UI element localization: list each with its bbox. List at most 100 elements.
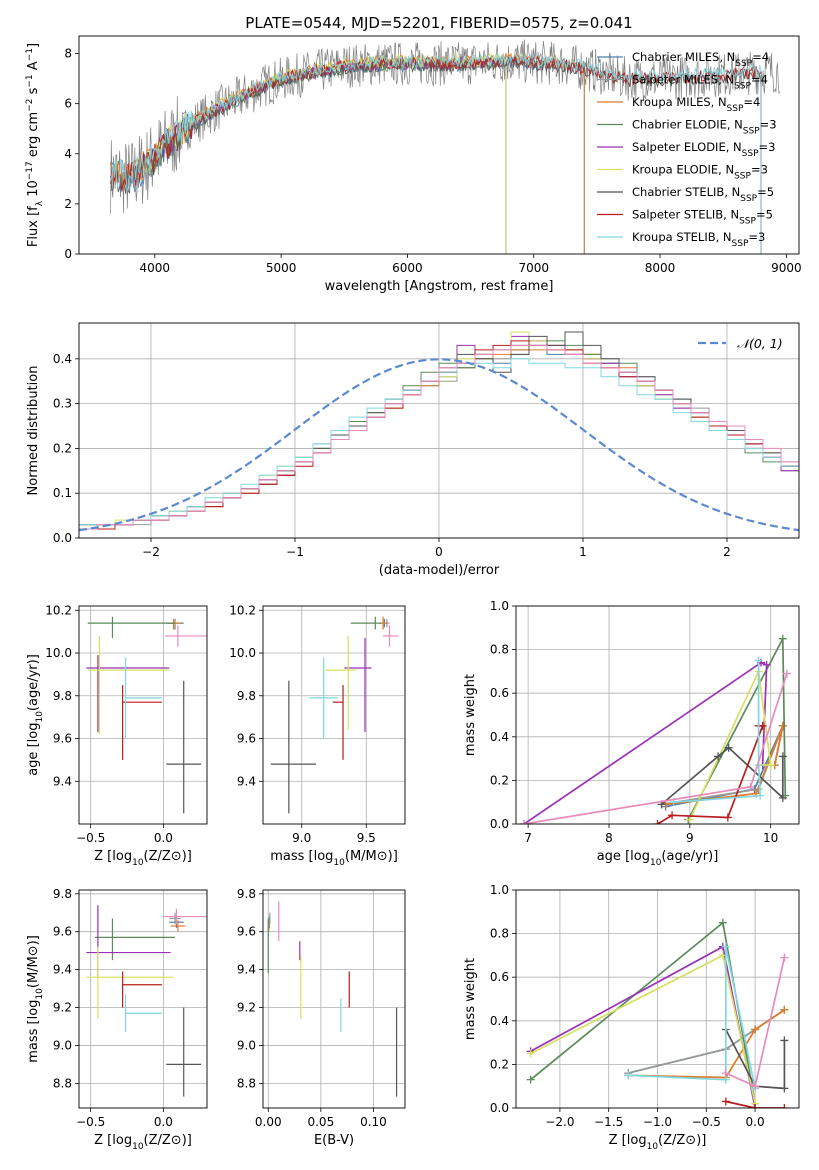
label-fragment: Chabrier STELIB, N <box>632 185 740 199</box>
weight-point-marker <box>751 1025 760 1034</box>
x-tick-label: −1 <box>286 545 304 559</box>
label-fragment: 10 <box>650 858 662 868</box>
label-fragment: (Z/Z⊙)] <box>658 1133 706 1148</box>
y-tick-label: 8.8 <box>53 1076 72 1090</box>
y-tick-label: 1.0 <box>490 883 509 897</box>
y-tick-label: 9.4 <box>237 963 256 977</box>
label-fragment: SSP <box>735 59 752 69</box>
y-tick-label: 9.2 <box>53 1001 72 1015</box>
errorbar-point <box>163 908 207 925</box>
errorbar-point <box>95 918 175 961</box>
histogram-series <box>79 358 799 526</box>
y-tick-label: 0.4 <box>490 1014 509 1028</box>
x-axis-label: Z [log10(Z/Z⊙)] <box>94 1133 192 1152</box>
label-fragment: Z [ <box>94 849 112 864</box>
plot-area <box>526 918 789 1108</box>
weight-point-marker <box>780 953 789 962</box>
y-tick-label: 9.6 <box>237 732 256 746</box>
errorbar-point <box>166 680 202 814</box>
weight-point-marker <box>520 820 529 824</box>
label-fragment: A <box>26 61 41 74</box>
x-tick-label: 0.0 <box>154 1115 173 1129</box>
label-fragment: wavelength [Angstrom, rest frame] <box>325 279 554 294</box>
y-tick-label: 0.2 <box>490 1057 509 1071</box>
label-fragment: erg cm <box>26 112 41 161</box>
y-tick-label: 1.0 <box>490 599 509 613</box>
x-tick-label: 0 <box>435 545 443 559</box>
label-fragment: ] <box>26 43 41 48</box>
y-tick-label: 9.4 <box>53 774 72 788</box>
label-fragment: Salpeter MILES, N <box>632 73 734 87</box>
y-tick-label: 9.8 <box>53 887 72 901</box>
x-tick-label: −1.0 <box>643 1115 672 1129</box>
axes-frame <box>515 605 800 825</box>
y-tick-label: 6 <box>64 97 72 111</box>
model-spectrum-line <box>141 57 507 254</box>
label-fragment: SSP <box>727 104 744 114</box>
x-axis-label: wavelength [Angstrom, rest frame] <box>325 279 554 294</box>
weight-point-marker <box>766 761 775 770</box>
label-fragment: (M/M⊙)] <box>26 935 41 988</box>
histogram-series <box>79 331 799 526</box>
weight-point-marker <box>780 1005 789 1014</box>
x-tick-label: 0.10 <box>360 1115 387 1129</box>
x-tick-label: 4000 <box>140 261 171 275</box>
weight-point-marker <box>778 752 787 761</box>
x-tick-label: 9000 <box>771 261 802 275</box>
weight-series-line <box>689 668 772 820</box>
errorbar-point <box>344 638 372 733</box>
label-fragment: =3 <box>751 163 768 177</box>
y-tick-label: 2 <box>64 197 72 211</box>
y-axis-label: mass weight <box>463 674 478 756</box>
x-tick-label: 7000 <box>518 261 549 275</box>
weight-point-marker <box>778 721 787 730</box>
x-tick-label: 9.5 <box>357 831 376 845</box>
weight-point-marker <box>780 1104 789 1108</box>
y-tick-label: 0.0 <box>490 1101 509 1115</box>
x-tick-label: 1 <box>579 545 587 559</box>
label-fragment: Normed distribution <box>26 366 41 496</box>
model-spectrum-line <box>110 54 585 254</box>
label-fragment: SSP <box>739 217 756 227</box>
weight-point-marker <box>624 1071 633 1080</box>
label-fragment: log <box>627 1133 647 1148</box>
x-axis-label: mass [log10(M/M⊙)] <box>270 849 398 868</box>
weight-series-line <box>628 946 756 1089</box>
label-fragment: mass [ <box>26 1019 41 1062</box>
figure-title: PLATE=0544, MJD=52201, FIBERID=0575, z=0… <box>245 14 632 32</box>
y-tick-label: 9.6 <box>53 732 72 746</box>
y-tick-label: 0.6 <box>490 686 509 700</box>
axes-frame <box>78 605 208 825</box>
x-tick-label: 9.0 <box>292 831 311 845</box>
label-fragment: 10 <box>647 1142 659 1152</box>
histogram-series <box>79 340 799 530</box>
legend-entry: Kroupa ELODIE, NSSP=3 <box>632 163 768 182</box>
label-fragment: mass weight <box>463 958 478 1040</box>
weight-series-line <box>530 954 756 1104</box>
x-tick-label: −0.5 <box>692 1115 721 1129</box>
label-fragment: E(B-V) <box>314 1133 354 1148</box>
label-fragment: =3 <box>759 140 776 154</box>
histogram-series <box>79 344 799 530</box>
label-fragment: mass weight <box>463 674 478 756</box>
histogram-series <box>79 344 799 530</box>
weight-point-marker <box>714 752 723 761</box>
axes-frame <box>78 322 800 539</box>
weight-point-marker <box>685 815 694 824</box>
errorbar-point <box>169 912 181 925</box>
errorbar-point <box>309 657 338 739</box>
label-fragment: (Z/Z⊙)] <box>144 1133 192 1148</box>
label-fragment: age [ <box>597 849 630 864</box>
y-tick-label: 0.4 <box>53 352 72 366</box>
histogram-series <box>79 335 799 530</box>
y-tick-label: 9.4 <box>237 774 256 788</box>
label-fragment: Chabrier MILES, N <box>632 50 735 64</box>
y-tick-label: 0 <box>64 247 72 261</box>
errorbar-point <box>383 625 399 647</box>
y-tick-label: 9.4 <box>53 963 72 977</box>
weight-point-marker <box>526 1049 535 1058</box>
x-tick-label: −2.0 <box>545 1115 574 1129</box>
errorbar-point <box>122 971 162 1008</box>
normal-reference-curve <box>79 358 799 532</box>
